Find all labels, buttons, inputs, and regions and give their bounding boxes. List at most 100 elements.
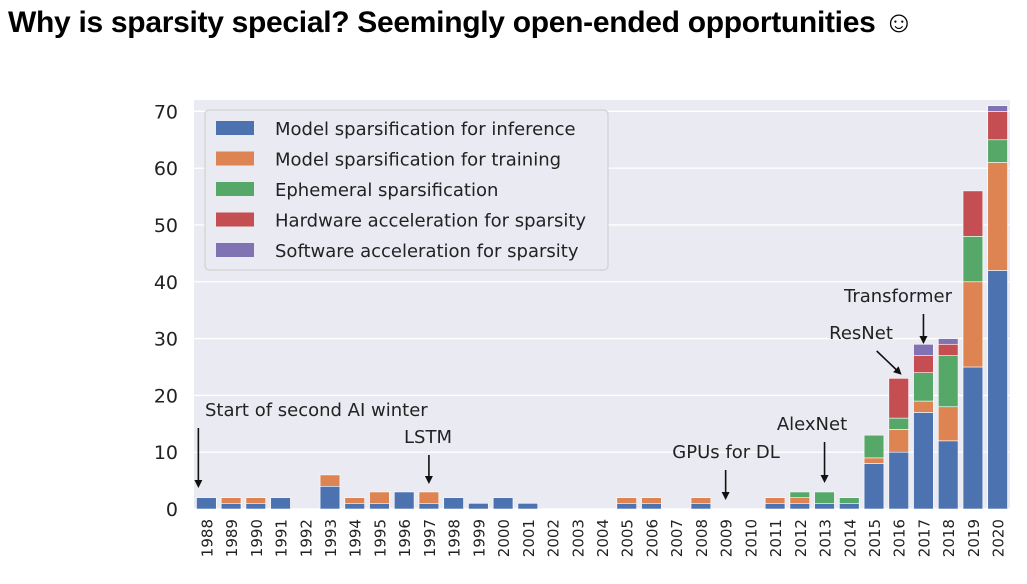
- bar-segment: [814, 491, 835, 504]
- bar-segment: [789, 491, 811, 498]
- x-tick-label: 2001: [520, 519, 538, 557]
- y-tick-label: 60: [154, 158, 178, 180]
- y-tick-label: 30: [154, 329, 178, 351]
- x-tick-label: 1990: [248, 519, 266, 557]
- x-tick-label: 2003: [569, 519, 587, 557]
- x-tick-label: 1997: [421, 519, 439, 557]
- bar-segment: [443, 497, 464, 510]
- x-tick-label: 2000: [495, 519, 513, 557]
- bar-segment: [937, 343, 959, 356]
- x-tick-label: 2009: [718, 519, 736, 557]
- bar-segment: [369, 503, 390, 510]
- x-tick-label: 1991: [273, 519, 291, 557]
- x-tick-label: 2017: [915, 519, 933, 557]
- bar-segment: [987, 270, 1008, 510]
- bar-segment: [888, 451, 909, 510]
- x-tick-label: 2010: [742, 519, 760, 557]
- legend-label: Model sparsification for inference: [275, 119, 576, 140]
- legend-swatch: [216, 243, 254, 257]
- annotation-label: LSTM: [404, 427, 452, 448]
- bar-segment: [616, 497, 637, 504]
- x-tick-label: 2018: [940, 519, 958, 557]
- bar-segment: [962, 236, 984, 283]
- bar-segment: [492, 497, 514, 510]
- bar-segment: [987, 162, 1008, 271]
- bar-segment: [913, 372, 934, 402]
- bar-segment: [937, 355, 959, 408]
- legend-swatch: [216, 212, 254, 227]
- x-tick-label: 2004: [594, 519, 612, 557]
- legend-label: Ephemeral sparsification: [275, 180, 498, 201]
- annotation-label: AlexNet: [777, 414, 847, 435]
- bar-segment: [888, 429, 909, 453]
- y-tick-label: 40: [154, 272, 178, 294]
- annotation-label: Transformer: [843, 286, 953, 307]
- annotation-label: ResNet: [829, 323, 893, 344]
- x-tick-label: 2002: [545, 519, 563, 557]
- y-tick-label: 70: [154, 101, 178, 123]
- bar-segment: [319, 474, 341, 487]
- bar-segment: [690, 503, 712, 510]
- bar-segment: [962, 190, 984, 237]
- y-tick-label: 10: [154, 442, 178, 464]
- annotation-label: GPUs for DL: [672, 442, 779, 463]
- bar-segment: [245, 503, 267, 510]
- bar-segment: [393, 491, 415, 510]
- bar-segment: [764, 503, 786, 510]
- x-tick-label: 1999: [470, 519, 488, 557]
- bar-segment: [839, 503, 860, 510]
- bar-segment: [319, 485, 341, 510]
- x-tick-label: 1992: [297, 519, 315, 557]
- x-tick-label: 1996: [396, 519, 414, 557]
- x-tick-label: 1988: [198, 519, 216, 557]
- legend-swatch: [216, 182, 254, 196]
- x-tick-label: 2011: [767, 519, 785, 557]
- bar-segment: [863, 457, 885, 464]
- x-tick-label: 1993: [322, 519, 340, 557]
- bar-segment: [913, 400, 934, 413]
- bar-segment: [616, 503, 637, 510]
- x-tick-label: 2008: [693, 519, 711, 557]
- bar-segment: [789, 503, 811, 510]
- x-tick-label: 2014: [841, 519, 859, 557]
- bar-segment: [888, 378, 909, 419]
- x-tick-label: 2007: [668, 519, 686, 557]
- bar-segment: [839, 497, 860, 504]
- bar-segment: [987, 139, 1008, 163]
- bar-segment: [913, 343, 934, 356]
- legend-label: Hardware acceleration for sparsity: [275, 211, 586, 232]
- x-tick-label: 1994: [347, 519, 365, 557]
- bar-segment: [913, 355, 934, 373]
- bar-segment: [270, 497, 291, 510]
- bar-segment: [937, 406, 959, 442]
- y-tick-label: 0: [166, 499, 178, 521]
- bar-segment: [913, 412, 934, 510]
- y-tick-label: 50: [154, 215, 178, 237]
- legend-swatch: [216, 151, 254, 166]
- bar-segment: [814, 503, 835, 510]
- bar-segment: [369, 491, 390, 504]
- bar-segment: [888, 417, 909, 430]
- x-tick-label: 2005: [619, 519, 637, 557]
- bar-segment: [863, 434, 885, 459]
- bar-segment: [641, 497, 662, 504]
- legend-box: [204, 109, 609, 271]
- legend-label: Model sparsification for training: [275, 150, 561, 171]
- x-tick-label: 1998: [446, 519, 464, 557]
- bar-segment: [937, 440, 959, 510]
- bar-segment: [418, 491, 440, 504]
- y-tick-label: 20: [154, 385, 178, 407]
- bar-segment: [789, 497, 811, 504]
- bar-segment: [344, 503, 365, 510]
- annotation-label: Start of second AI winter: [205, 400, 428, 421]
- bar-segment: [987, 105, 1008, 112]
- bar-segment: [517, 503, 539, 510]
- x-tick-label: 2012: [792, 519, 810, 557]
- bar-segment: [962, 281, 984, 368]
- bar-segment: [220, 497, 242, 504]
- bar-segment: [764, 497, 786, 504]
- x-tick-label: 2015: [866, 519, 884, 557]
- x-tick-label: 1989: [223, 519, 241, 557]
- bar-segment: [344, 497, 365, 504]
